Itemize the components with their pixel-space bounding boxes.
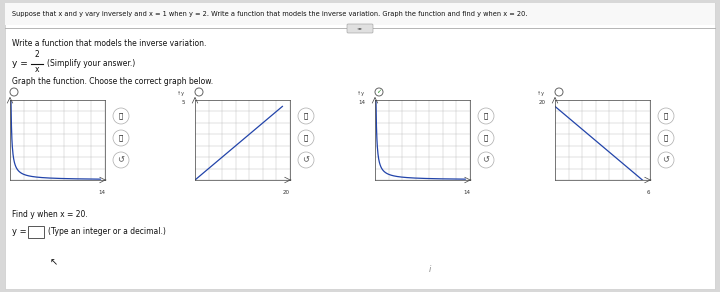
Text: Find y when x = 20.: Find y when x = 20. — [12, 210, 88, 219]
Text: 🔍: 🔍 — [664, 113, 668, 119]
Text: ↺: ↺ — [302, 156, 310, 164]
Text: ✓: ✓ — [377, 90, 382, 95]
Text: 🔍: 🔍 — [119, 113, 123, 119]
Text: ↑y: ↑y — [537, 91, 544, 96]
Text: Suppose that x and y vary inversely and x = 1 when y = 2. Write a function that : Suppose that x and y vary inversely and … — [12, 11, 528, 17]
Circle shape — [113, 130, 129, 146]
Text: 14: 14 — [359, 100, 366, 105]
Circle shape — [478, 108, 494, 124]
Circle shape — [658, 108, 674, 124]
Text: 🔍: 🔍 — [664, 135, 668, 141]
Text: 20: 20 — [283, 190, 290, 194]
Text: 20: 20 — [539, 100, 546, 105]
Circle shape — [195, 88, 203, 96]
Text: Write a function that models the inverse variation.: Write a function that models the inverse… — [12, 39, 207, 48]
FancyBboxPatch shape — [28, 226, 44, 238]
Circle shape — [113, 108, 129, 124]
Text: ↺: ↺ — [117, 156, 125, 164]
Text: 🔍: 🔍 — [119, 135, 123, 141]
Text: y =: y = — [12, 60, 28, 69]
Circle shape — [478, 130, 494, 146]
Text: 5: 5 — [182, 100, 186, 105]
Text: (Simplify your answer.): (Simplify your answer.) — [47, 60, 135, 69]
FancyBboxPatch shape — [5, 3, 715, 25]
Text: ↑y: ↑y — [177, 91, 184, 96]
Circle shape — [555, 88, 563, 96]
Text: ↑y: ↑y — [357, 91, 364, 96]
Text: 🔍: 🔍 — [304, 135, 308, 141]
Text: ◄►: ◄► — [357, 27, 363, 30]
Text: 14: 14 — [463, 190, 470, 194]
Text: 🔍: 🔍 — [484, 135, 488, 141]
Circle shape — [10, 88, 18, 96]
Text: 2: 2 — [35, 50, 40, 59]
Text: 🔍: 🔍 — [484, 113, 488, 119]
Circle shape — [113, 152, 129, 168]
FancyBboxPatch shape — [347, 24, 373, 33]
Circle shape — [658, 130, 674, 146]
Circle shape — [298, 130, 314, 146]
Text: 14: 14 — [98, 190, 105, 194]
Text: 6: 6 — [647, 190, 650, 194]
Text: x: x — [35, 65, 40, 74]
Text: i: i — [429, 265, 431, 274]
Text: y =: y = — [12, 227, 27, 237]
Text: (Type an integer or a decimal.): (Type an integer or a decimal.) — [48, 227, 166, 237]
Text: ↺: ↺ — [482, 156, 490, 164]
Text: ↺: ↺ — [662, 156, 670, 164]
FancyBboxPatch shape — [5, 3, 715, 289]
Circle shape — [658, 152, 674, 168]
Circle shape — [478, 152, 494, 168]
Circle shape — [375, 88, 383, 96]
Text: 🔍: 🔍 — [304, 113, 308, 119]
Text: ↖: ↖ — [50, 257, 58, 267]
Circle shape — [298, 108, 314, 124]
Circle shape — [298, 152, 314, 168]
Text: Graph the function. Choose the correct graph below.: Graph the function. Choose the correct g… — [12, 77, 213, 86]
